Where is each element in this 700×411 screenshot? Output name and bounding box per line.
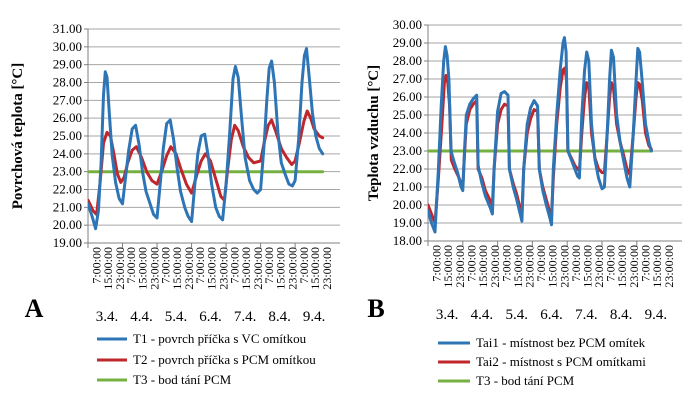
x-tick-label: 15:00:00 [476, 245, 490, 288]
x-tick-label: 7:00:00 [499, 245, 513, 282]
legend-entry: T3 - bod tání PCM [476, 373, 575, 388]
day-label: 3.4. [96, 309, 119, 325]
y-tick-label: 20.00 [53, 217, 82, 232]
y-tick-label: 28.00 [393, 53, 422, 68]
x-tick-label: 7:00:00 [90, 247, 104, 284]
y-tick-label: 29.00 [393, 35, 422, 50]
x-tick-label: 15:00:00 [239, 247, 253, 290]
y-axis-title: Teplota vzduchu [°C] [366, 65, 382, 201]
day-label: 3.4. [436, 307, 459, 323]
x-tick-label: 15:00:00 [441, 245, 455, 288]
y-tick-label: 22.00 [393, 161, 422, 176]
x-tick-label: 15:00:00 [170, 247, 184, 290]
x-tick-label: 23:00:00 [662, 245, 676, 288]
series-line-2 [88, 109, 325, 216]
x-tick-label: 7:00:00 [193, 247, 207, 284]
chart-panel-b: 18.00 19.00 20.00 21.00 22.00 23.00 24.00 25.00… [366, 17, 682, 388]
day-label: 8.4. [268, 309, 291, 325]
x-tick-label: 15:00:00 [580, 245, 594, 288]
y-tick-label: 19.00 [393, 215, 422, 230]
y-tick-label: 26.00 [393, 89, 422, 104]
y-tick-label: 29.00 [53, 57, 82, 72]
y-tick-label: 23.00 [393, 143, 422, 158]
x-tick-label: 7:00:00 [604, 245, 618, 282]
y-tick-label: 30.00 [53, 39, 82, 54]
y-tick-label: 24.00 [393, 125, 422, 140]
y-tick-label: 27.00 [53, 92, 82, 107]
y-tick-label: 28.00 [53, 75, 82, 90]
x-tick-label: 23:00:00 [216, 247, 230, 290]
y-tick-label: 26.00 [53, 110, 82, 125]
day-label: 6.4. [199, 309, 222, 325]
x-tick-label: 7:00:00 [159, 247, 173, 284]
day-label: 9.4. [645, 307, 668, 323]
day-label: 7.4. [575, 307, 598, 323]
x-tick-label: 15:00:00 [511, 245, 525, 288]
panel-label: B [367, 294, 384, 323]
y-tick-label: 21.00 [393, 179, 422, 194]
series-line-1 [88, 47, 325, 231]
x-tick-label: 23:00:00 [113, 247, 127, 290]
x-tick-label: 23:00:00 [453, 245, 467, 288]
x-tick-label: 15:00:00 [136, 247, 150, 290]
x-tick-label: 15:00:00 [546, 245, 560, 288]
day-label: 6.4. [540, 307, 563, 323]
legend-entry: Tai1 - místnost bez PCM omítek [476, 335, 646, 350]
panel-label: A [25, 294, 44, 323]
x-tick-label: 23:00:00 [488, 245, 502, 288]
x-tick-label: 15:00:00 [274, 247, 288, 290]
x-tick-label: 23:00:00 [285, 247, 299, 290]
x-tick-label: 23:00:00 [523, 245, 537, 288]
y-tick-label: 31.00 [53, 21, 82, 36]
x-tick-label: 15:00:00 [205, 247, 219, 290]
y-tick-label: 30.00 [393, 17, 422, 32]
day-label: 9.4. [303, 309, 326, 325]
x-tick-label: 7:00:00 [569, 245, 583, 282]
x-tick-label: 15:00:00 [101, 247, 115, 290]
x-tick-label: 15:00:00 [308, 247, 322, 290]
day-label: 5.4. [505, 307, 528, 323]
x-tick-label: 23:00:00 [147, 247, 161, 290]
x-tick-label: 23:00:00 [320, 247, 334, 290]
y-tick-label: 27.00 [393, 71, 422, 86]
x-tick-label: 7:00:00 [638, 245, 652, 282]
x-tick-label: 7:00:00 [464, 245, 478, 282]
x-tick-label: 7:00:00 [297, 247, 311, 284]
x-tick-label: 7:00:00 [124, 247, 138, 284]
x-tick-label: 7:00:00 [430, 245, 444, 282]
x-tick-label: 15:00:00 [650, 245, 664, 288]
y-tick-label: 18.00 [393, 233, 422, 248]
day-label: 4.4. [130, 309, 153, 325]
y-tick-label: 19.00 [53, 235, 82, 250]
day-label: 7.4. [234, 309, 257, 325]
legend-entry: T2 - povrch příčka s PCM omítkou [133, 352, 316, 367]
x-tick-label: 23:00:00 [627, 245, 641, 288]
y-tick-label: 24.00 [53, 146, 82, 161]
y-tick-label: 25.00 [53, 128, 82, 143]
y-tick-label: 25.00 [393, 107, 422, 122]
day-label: 5.4. [165, 309, 188, 325]
x-tick-label: 23:00:00 [251, 247, 265, 290]
x-tick-label: 7:00:00 [534, 245, 548, 282]
day-label: 4.4. [471, 307, 494, 323]
x-tick-label: 23:00:00 [592, 245, 606, 288]
x-tick-label: 23:00:00 [182, 247, 196, 290]
series-line-1 [428, 36, 653, 234]
x-tick-label: 15:00:00 [615, 245, 629, 288]
x-tick-label: 7:00:00 [228, 247, 242, 284]
y-axis-title: Povrchová teplota [°C] [10, 63, 26, 210]
day-label: 8.4. [610, 307, 633, 323]
y-tick-label: 21.00 [53, 199, 82, 214]
chart-panel-a: 19.00 20.00 21.00 22.00 23.00 24.00 25.00 26.00… [10, 21, 340, 387]
legend-entry: T1 - povrch příčka s VC omítkou [133, 331, 307, 346]
y-tick-label: 20.00 [393, 197, 422, 212]
legend-entry: Tai2 - místnost s PCM omítkami [476, 354, 646, 369]
legend-entry: T3 - bod tání PCM [133, 372, 232, 387]
y-tick-label: 22.00 [53, 182, 82, 197]
x-tick-label: 23:00:00 [557, 245, 571, 288]
x-tick-label: 7:00:00 [262, 247, 276, 284]
y-tick-label: 23.00 [53, 164, 82, 179]
